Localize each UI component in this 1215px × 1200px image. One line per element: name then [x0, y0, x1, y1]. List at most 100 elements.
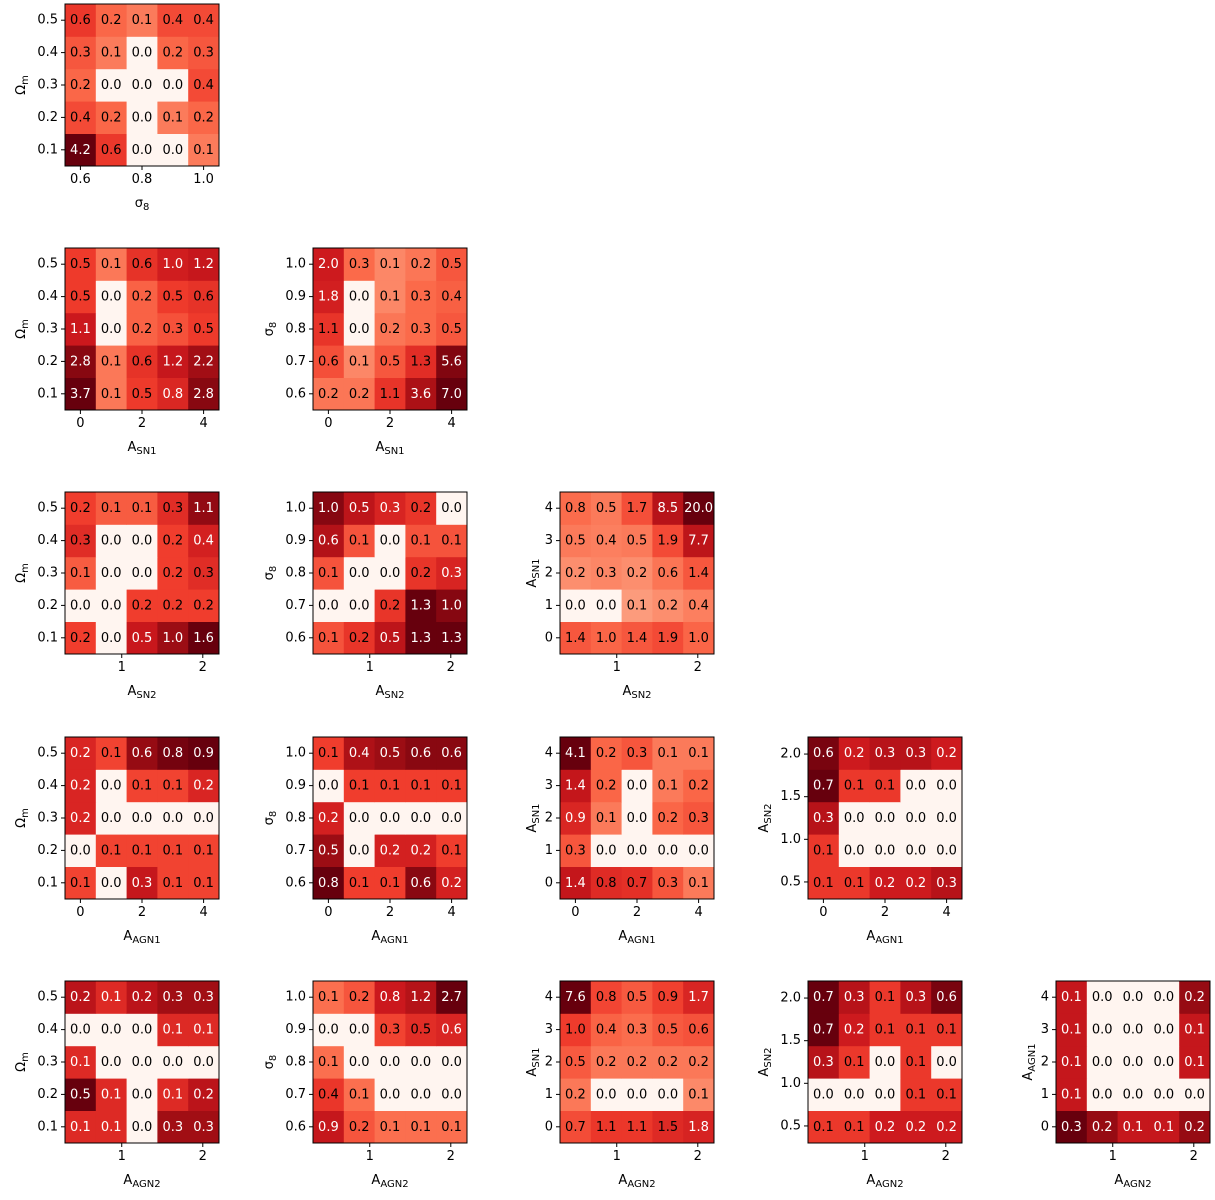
cell-value-label: 0.1	[318, 566, 339, 581]
cell-value-label: 0.3	[349, 257, 370, 272]
heatmap-cell	[188, 280, 220, 314]
heatmap-panel-r1-c0: 3.7 0.1 0.5 0.8 2.8 2.8 0.1 0.6 1.2 2.2 1.1 0.0 0.2 0…	[14, 247, 220, 457]
heatmap-cell	[436, 1078, 468, 1111]
heatmap-cell	[343, 1045, 375, 1079]
heatmap-cell	[436, 1013, 468, 1047]
cell-value-label: 0.0	[349, 811, 370, 826]
heatmap-cell	[1179, 1078, 1211, 1111]
cell-value-label: 0.7	[813, 1023, 834, 1038]
cell-value-label: 0.5	[132, 631, 153, 646]
heatmap-cell	[95, 101, 127, 134]
y-axis-label: σ8	[262, 322, 280, 337]
cell-value-label: 0.3	[813, 1055, 834, 1070]
x-tick-label: 4	[942, 905, 950, 920]
y-tick-label: 1	[545, 1087, 553, 1102]
heatmap-cell	[931, 981, 963, 1014]
heatmap-cell	[157, 68, 189, 102]
y-axis-label-symbol: A	[525, 1068, 540, 1077]
x-axis-label: ASN2	[127, 684, 156, 702]
y-tick-label: 0	[545, 1119, 553, 1134]
y-axis-label-symbol: A	[757, 824, 772, 833]
heatmap-cell	[405, 1110, 437, 1144]
heatmap-cell	[343, 248, 375, 281]
x-tick-label: 0	[571, 905, 579, 920]
cell-value-label: 0.0	[101, 1055, 122, 1070]
cell-value-label: 0.1	[380, 257, 401, 272]
y-axis-label-subscript: AGN1	[1027, 1043, 1038, 1071]
x-tick-label: 0	[324, 905, 332, 920]
heatmap-cell	[652, 589, 684, 622]
cell-value-label: 0.0	[441, 501, 462, 516]
cell-value-label: 0.4	[193, 78, 214, 93]
heatmap-cell	[374, 377, 406, 411]
y-tick-label: 0.5	[37, 990, 58, 1005]
x-axis-label-symbol: A	[1114, 1173, 1123, 1188]
cell-value-label: 0.1	[318, 990, 339, 1005]
heatmap-cell	[560, 621, 592, 655]
heatmap-cell	[374, 737, 406, 770]
x-axis-label: σ8	[135, 196, 150, 214]
cell-value-label: 0.0	[101, 322, 122, 337]
cell-value-label: 0.3	[627, 1023, 648, 1038]
y-axis-label-subscript: m	[20, 1052, 31, 1062]
cell-value-label: 0.0	[936, 811, 957, 826]
y-tick-label: 0.6	[285, 1119, 306, 1134]
cell-value-label: 0.1	[1061, 1023, 1082, 1038]
heatmap-cell	[405, 834, 437, 867]
heatmap-cell	[621, 1045, 653, 1079]
y-axis-label-subscript: 8	[268, 566, 279, 572]
cell-value-label: 0.1	[688, 876, 709, 891]
heatmap-cell	[621, 556, 653, 590]
cell-value-label: 0.2	[193, 779, 214, 794]
heatmap-cell	[838, 737, 870, 770]
cell-value-label: 20.0	[684, 501, 713, 516]
heatmap-cell	[560, 1013, 592, 1047]
y-axis-label-subscript: m	[20, 563, 31, 573]
cell-value-label: 4.1	[565, 746, 586, 761]
cell-value-label: 1.4	[565, 631, 586, 646]
y-tick-label: 0.9	[285, 778, 306, 793]
y-tick-label: 0.9	[285, 533, 306, 548]
heatmap-panel-r3-c1: 0.8 0.1 0.1 0.6 0.2 0.5 0.0 0.2 0.2 0.1 0.2 0.0 0.0 0…	[262, 736, 468, 946]
heatmap-cell	[1117, 1110, 1149, 1144]
x-axis-label-symbol: A	[375, 684, 384, 699]
heatmap-cell	[65, 524, 97, 558]
cell-value-label: 0.0	[162, 811, 183, 826]
y-tick-label: 0.2	[37, 1087, 58, 1102]
cell-value-label: 0.5	[162, 290, 183, 305]
cell-value-label: 0.5	[657, 1023, 678, 1038]
heatmap-cell	[838, 801, 870, 835]
heatmap-cell	[838, 1110, 870, 1144]
heatmap-cell	[621, 1013, 653, 1047]
heatmap-cell	[126, 492, 158, 525]
cell-value-label: 0.1	[936, 1023, 957, 1038]
heatmap-cell	[374, 981, 406, 1014]
heatmap-cell	[405, 1045, 437, 1079]
x-axis-label: AAGN2	[1114, 1173, 1151, 1191]
cell-value-label: 0.0	[380, 566, 401, 581]
heatmap-cell	[95, 345, 127, 378]
x-axis-label-symbol: A	[371, 1173, 380, 1188]
heatmap-cell	[838, 1013, 870, 1047]
y-tick-label: 0.1	[37, 386, 58, 401]
cell-value-label: 0.3	[410, 322, 431, 337]
heatmap-cell	[1086, 1110, 1118, 1144]
heatmap-cell	[560, 801, 592, 835]
y-axis-label: ASN1	[525, 558, 543, 587]
cell-value-label: 0.8	[162, 746, 183, 761]
x-tick-label: 1	[118, 660, 126, 675]
heatmap-cell	[343, 981, 375, 1014]
cell-value-label: 1.0	[688, 631, 709, 646]
heatmap-cell	[313, 621, 345, 655]
heatmap-cell	[343, 801, 375, 835]
y-tick-label: 1	[545, 598, 553, 613]
cell-value-label: 0.2	[70, 779, 91, 794]
heatmap-cell	[95, 801, 127, 835]
cell-value-label: 0.0	[101, 598, 122, 613]
heatmap-cell	[560, 524, 592, 558]
heatmap-cell	[900, 801, 932, 835]
cell-value-label: 0.6	[936, 990, 957, 1005]
heatmap-cell	[436, 556, 468, 590]
cell-value-label: 0.2	[844, 746, 865, 761]
